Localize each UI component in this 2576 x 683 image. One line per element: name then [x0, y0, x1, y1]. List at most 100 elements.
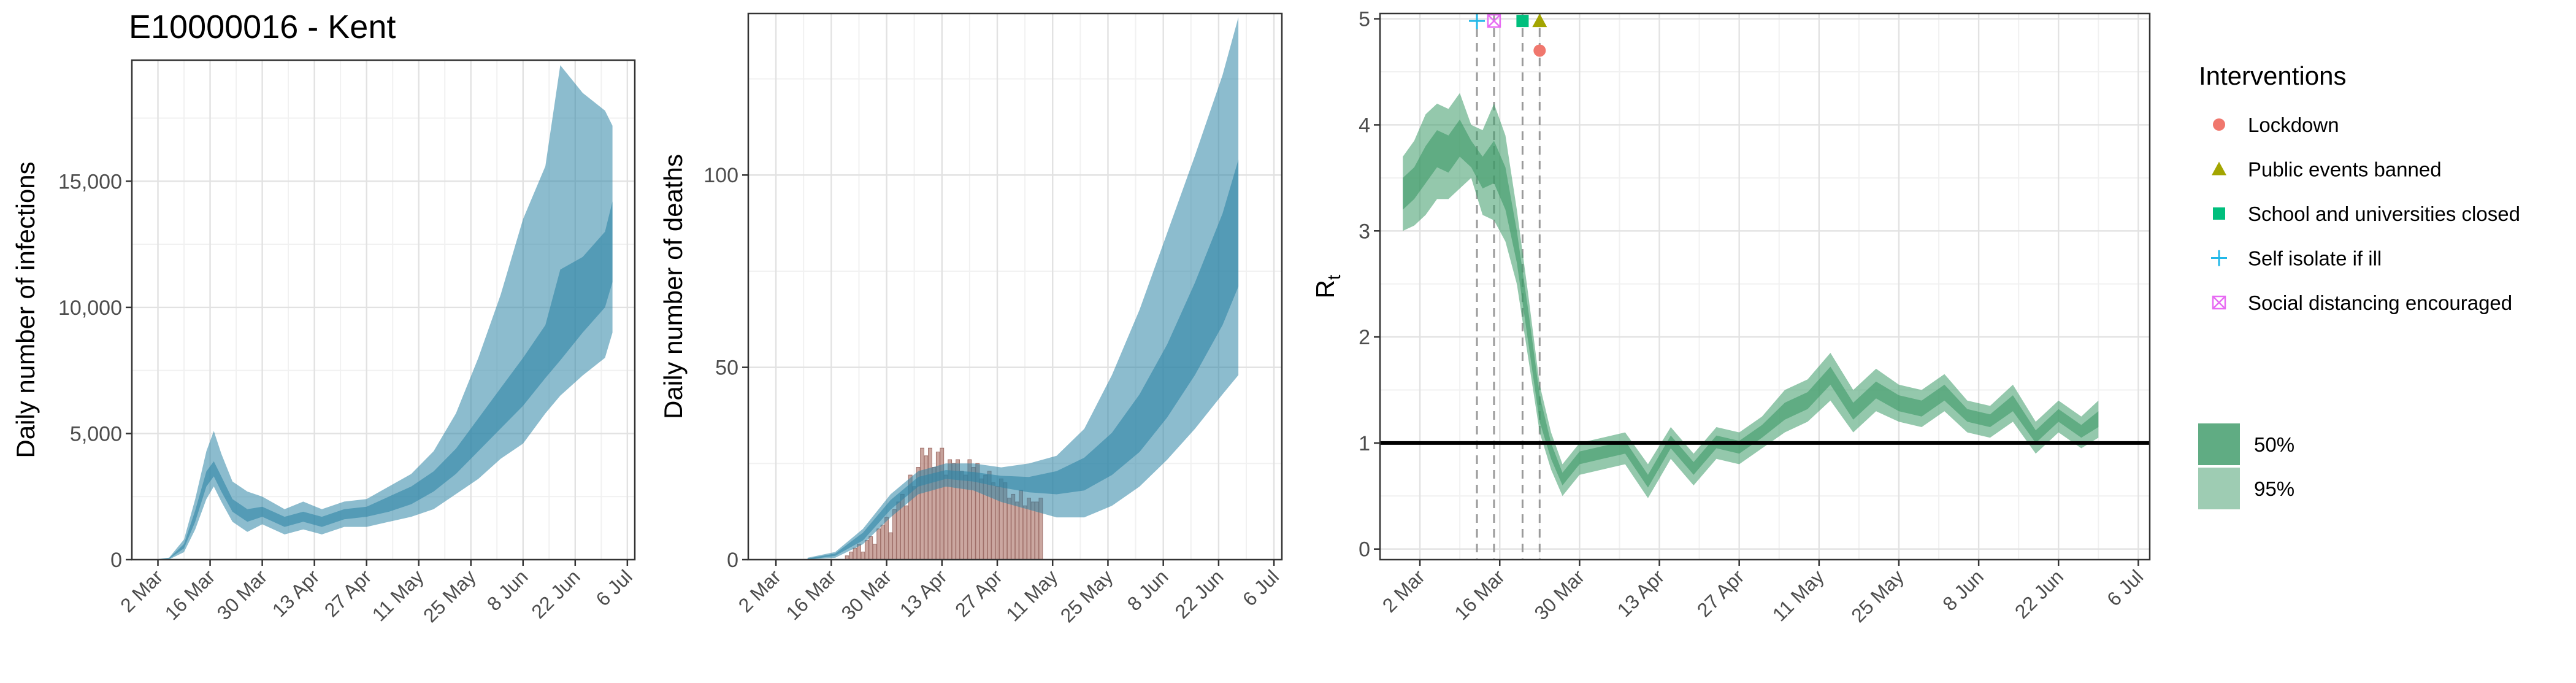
rt-band-95: [1403, 93, 2099, 498]
triangle-icon: [1532, 14, 1547, 28]
x-tick-label: 13 Apr: [895, 565, 951, 621]
circle-icon: [2213, 118, 2225, 131]
y-tick-label: 50: [715, 357, 738, 380]
death-bar: [872, 544, 877, 560]
legend-ci: 50% 95%: [2198, 423, 2294, 509]
x-tick-label: 8 Jun: [483, 565, 532, 615]
legend-key-triangle-icon: [2212, 161, 2226, 176]
death-bar: [1014, 501, 1019, 560]
marker-plus-icon: [1469, 13, 1485, 29]
death-bar: [908, 474, 913, 560]
x-tick-label: 27 Apr: [951, 565, 1006, 621]
plot-area: [807, 17, 1239, 560]
legend-ci-label: 95%: [2254, 477, 2294, 500]
x-tick-label: 2 Mar: [734, 565, 786, 617]
triangle-icon: [2212, 161, 2226, 176]
death-bar: [880, 525, 885, 560]
death-bar: [943, 474, 948, 560]
legend-key-plus-icon: [2211, 250, 2227, 266]
x-tick-label: 25 May: [1056, 565, 1117, 627]
square-cross-icon-b: [1487, 14, 1501, 28]
square-cross-icon-b: [2212, 296, 2226, 309]
death-bar: [1006, 498, 1011, 560]
death-bar: [892, 509, 897, 560]
legend-interventions: Interventions Lockdown Public events banne…: [2199, 61, 2520, 314]
death-bar: [888, 532, 893, 560]
death-bar: [924, 455, 929, 560]
panel-border: [747, 12, 1283, 561]
death-bar: [876, 528, 881, 560]
x-tick-label: 11 May: [1002, 565, 1062, 625]
x-tick-label: 22 Jun: [1170, 565, 1227, 622]
square-icon: [2213, 207, 2225, 220]
legend-item-label: Public events banned: [2248, 158, 2442, 181]
x-tick-label: 30 Mar: [1530, 565, 1589, 624]
legend-ci-label: 50%: [2254, 433, 2294, 456]
y-tick-label: 3: [1359, 220, 1370, 243]
legend-ci-swatch: [2198, 468, 2240, 509]
legend-key-circle-icon: [2213, 118, 2225, 131]
plot-area: [154, 65, 613, 560]
rt-band-50: [1403, 119, 2099, 488]
death-bar: [868, 536, 873, 560]
x-tick-label: 6 Jul: [592, 565, 637, 610]
legend-key-square-cross-icon: [2212, 295, 2226, 310]
legend-item-label: Lockdown: [2248, 114, 2339, 136]
death-bar: [928, 447, 932, 560]
y-tick-label: 2: [1359, 326, 1370, 349]
x-tick-label: 25 May: [419, 565, 480, 627]
death-bar: [845, 555, 849, 560]
y-axis-label: Daily number of deaths: [659, 154, 688, 419]
x-tick-label: 8 Jun: [1938, 565, 1988, 615]
y-tick-label: 5: [1359, 8, 1370, 31]
y-axis-label: Rt: [1311, 274, 1344, 298]
x-tick-label: 11 May: [368, 565, 428, 625]
x-tick-label: 27 Apr: [1693, 565, 1749, 621]
y-tick-label: 0: [1359, 538, 1370, 561]
x-tick-label: 13 Apr: [1613, 565, 1669, 621]
legend-item-label: School and universities closed: [2248, 203, 2520, 225]
x-tick-label: 30 Mar: [837, 565, 896, 624]
marker-circle-icon: [1533, 44, 1546, 57]
death-bar: [853, 547, 857, 560]
death-bar: [861, 551, 865, 560]
x-tick-label: 25 May: [1847, 565, 1908, 627]
death-bar: [884, 517, 889, 560]
x-tick-label: 30 Mar: [213, 565, 272, 624]
death-bar: [904, 505, 909, 560]
infections-band-50: [154, 201, 613, 560]
y-tick-label: 0: [110, 549, 122, 572]
death-bar: [1022, 505, 1027, 560]
chart-title: E10000016 - Kent: [129, 9, 396, 45]
x-tick-label: 16 Mar: [1450, 565, 1509, 624]
legend-key-square-icon: [2213, 207, 2225, 220]
x-tick-label: 16 Mar: [161, 565, 220, 624]
x-tick-label: 22 Jun: [527, 565, 584, 622]
death-bar: [920, 447, 924, 560]
death-bar: [940, 447, 945, 560]
marker-square-icon: [1516, 15, 1529, 28]
x-tick-label: 2 Mar: [116, 565, 167, 617]
death-bar: [975, 463, 980, 560]
y-tick-label: 15,000: [58, 170, 122, 193]
x-tick-label: 13 Apr: [268, 565, 324, 621]
legend-item-label: Social distancing encouraged: [2248, 291, 2512, 314]
panel-border: [1379, 12, 2151, 561]
square-cross-icon-box: [1487, 14, 1501, 28]
y-tick-label: 4: [1359, 114, 1370, 137]
square-cross-icon-box: [2212, 295, 2226, 310]
y-tick-label: 5,000: [70, 422, 122, 446]
x-tick-label: 11 May: [1768, 565, 1828, 625]
legend-item-label: Self isolate if ill: [2248, 247, 2382, 270]
deaths-band-50: [807, 160, 1239, 560]
x-tick-label: 22 Jun: [2011, 565, 2068, 622]
legend-title: Interventions: [2199, 61, 2346, 90]
y-axis-label: Daily number of infections: [11, 161, 40, 458]
death-bar: [864, 540, 869, 560]
y-tick-label: 1: [1359, 432, 1370, 455]
x-tick-label: 2 Mar: [1378, 565, 1430, 617]
death-bar: [849, 551, 853, 560]
